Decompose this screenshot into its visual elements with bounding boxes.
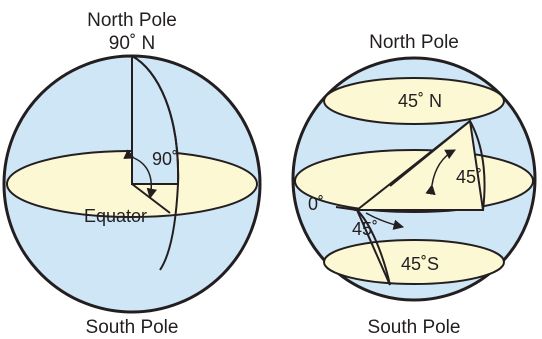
right-upper-angle-arrow [425, 149, 456, 196]
left-south-pole-label: South Pole [86, 317, 179, 338]
left-meridian-arc [131, 55, 180, 271]
right-zero-label: 0˚ [308, 194, 324, 214]
left-north-angle-label: 90˚ N [109, 33, 155, 54]
left-angle-label: 90˚ [152, 149, 178, 169]
left-north-pole-label: North Pole [87, 10, 177, 31]
right-meridian-arc [469, 120, 486, 211]
right-south-lat-plane [323, 239, 505, 285]
left-angle-arrow [123, 149, 157, 200]
right-north-pole-label: North Pole [369, 32, 459, 53]
right-north-lat-plane [323, 77, 505, 125]
right-globe: 45˚ 45˚ 0˚ 45˚ N 45˚S [291, 56, 537, 302]
left-globe: 90˚ Equator [2, 54, 262, 314]
right-south-radius [356, 209, 391, 286]
right-south-lat-label: 45˚S [401, 254, 439, 274]
left-equator-label: Equator [84, 206, 147, 226]
right-zero-meridian [335, 206, 358, 211]
right-lower-meridian [356, 209, 391, 286]
right-lower-angle-arrow [365, 212, 405, 230]
right-north-lat-label: 45˚ N [398, 91, 442, 111]
right-south-pole-label: South Pole [368, 317, 461, 338]
right-upper-angle-label: 45˚ [456, 167, 482, 187]
right-lower-angle-label: 45˚ [352, 219, 378, 239]
